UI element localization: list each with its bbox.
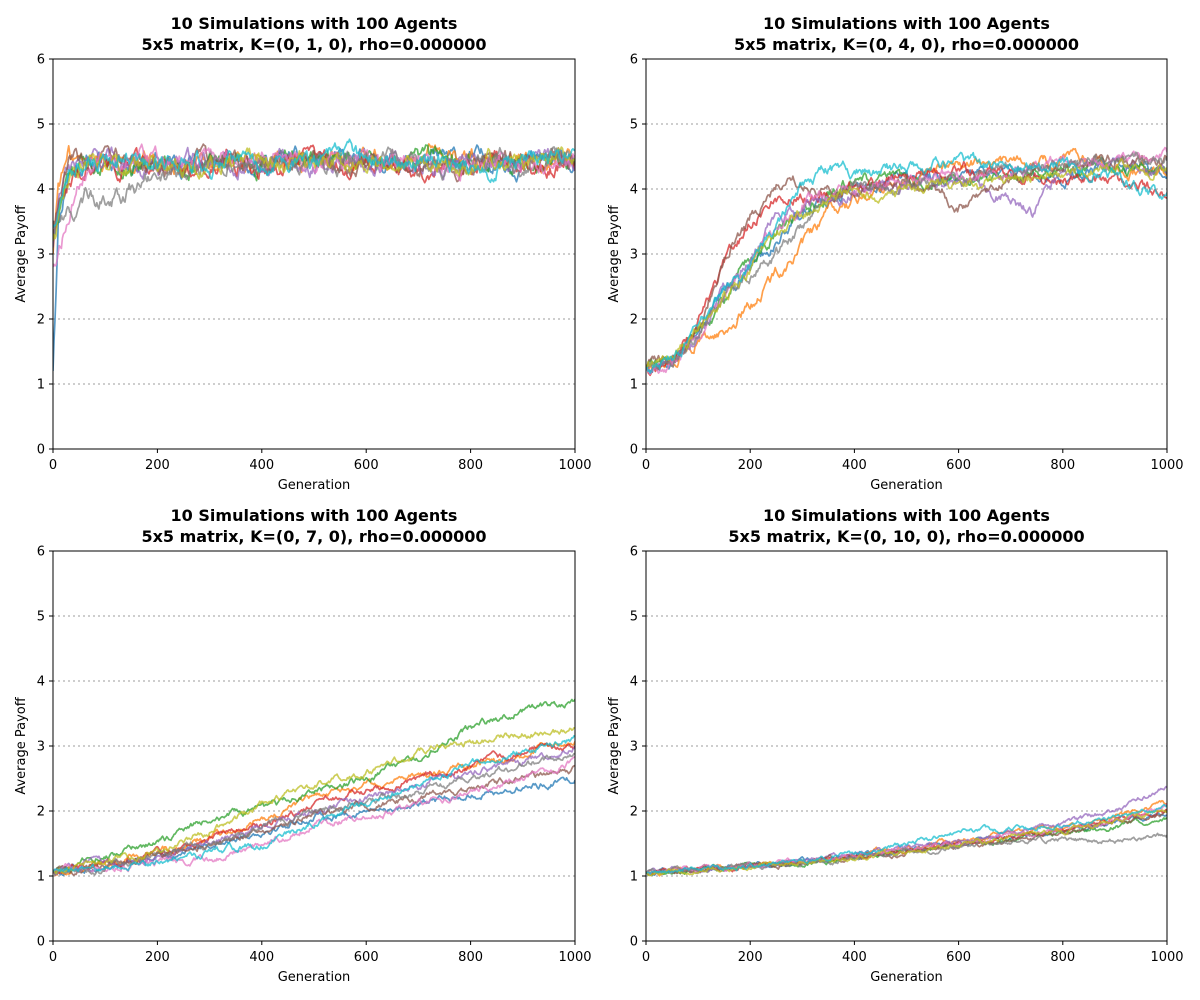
chart-subtitle: 5x5 matrix, K=(0, 1, 0), rho=0.000000	[141, 35, 486, 54]
y-tick-label: 6	[630, 545, 638, 560]
y-tick-label: 0	[37, 443, 45, 458]
y-tick-label: 1	[630, 378, 638, 393]
series-line-4	[646, 160, 1167, 377]
series-line-10	[53, 138, 575, 229]
x-tick-label: 600	[946, 458, 971, 473]
y-tick-label: 4	[37, 183, 45, 198]
x-tick-label: 200	[145, 458, 170, 473]
x-tick-label: 800	[458, 458, 483, 473]
x-tick-label: 400	[842, 458, 867, 473]
series-line-3	[53, 698, 575, 874]
y-tick-label: 3	[37, 248, 45, 263]
x-tick-label: 0	[49, 950, 57, 965]
series-group	[646, 146, 1167, 377]
y-tick-label: 4	[37, 675, 45, 690]
x-tick-label: 1000	[558, 950, 591, 965]
y-tick-label: 4	[630, 675, 638, 690]
x-tick-label: 0	[642, 458, 650, 473]
x-tick-label: 600	[354, 950, 379, 965]
y-tick-label: 5	[630, 610, 638, 625]
x-tick-label: 1000	[1150, 950, 1183, 965]
y-tick-label: 2	[37, 805, 45, 820]
series-group	[646, 785, 1167, 877]
y-axis-label: Average Payoff	[14, 204, 29, 302]
y-tick-label: 1	[37, 378, 45, 393]
y-tick-label: 6	[37, 545, 45, 560]
x-tick-label: 200	[145, 950, 170, 965]
y-tick-label: 3	[630, 248, 638, 263]
y-tick-label: 1	[37, 870, 45, 885]
chart-subtitle: 5x5 matrix, K=(0, 7, 0), rho=0.000000	[141, 527, 486, 546]
y-tick-label: 5	[37, 610, 45, 625]
series-line-10	[646, 151, 1167, 375]
series-line-4	[646, 808, 1167, 876]
y-axis-label: Average Payoff	[14, 696, 29, 794]
chart-subtitle: 5x5 matrix, K=(0, 4, 0), rho=0.000000	[734, 35, 1079, 54]
x-tick-label: 600	[946, 950, 971, 965]
y-tick-label: 4	[630, 183, 638, 198]
x-axis-label: Generation	[278, 970, 351, 985]
x-tick-label: 800	[1050, 458, 1075, 473]
y-tick-label: 0	[37, 935, 45, 950]
series-line-10	[53, 735, 575, 873]
y-tick-label: 0	[630, 443, 638, 458]
y-axis-label: Average Payoff	[607, 696, 622, 794]
x-tick-label: 1000	[1150, 458, 1183, 473]
chart-title: 10 Simulations with 100 Agents	[171, 506, 458, 525]
series-line-9	[53, 146, 575, 242]
x-axis-label: Generation	[870, 970, 943, 985]
series-group	[53, 138, 575, 372]
y-tick-label: 0	[630, 935, 638, 950]
series-line-8	[646, 832, 1167, 874]
series-line-8	[53, 752, 575, 876]
x-tick-label: 200	[738, 950, 763, 965]
x-tick-label: 400	[249, 950, 274, 965]
x-tick-label: 800	[1050, 950, 1075, 965]
series-line-10	[646, 803, 1167, 875]
chart-panel-3: 10 Simulations with 100 Agents 5x5 matrix…	[14, 506, 592, 985]
chart-title: 10 Simulations with 100 Agents	[763, 506, 1050, 525]
y-tick-label: 3	[630, 740, 638, 755]
x-tick-label: 800	[458, 950, 483, 965]
y-tick-label: 2	[37, 313, 45, 328]
chart-title: 10 Simulations with 100 Agents	[171, 14, 458, 33]
x-tick-label: 1000	[558, 458, 591, 473]
x-tick-label: 400	[842, 950, 867, 965]
series-group	[53, 698, 575, 877]
chart-panel-2: 10 Simulations with 100 Agents 5x5 matrix…	[607, 14, 1184, 493]
y-tick-label: 6	[630, 53, 638, 68]
y-tick-label: 5	[630, 118, 638, 133]
chart-panel-1: 10 Simulations with 100 Agents 5x5 matrix…	[14, 14, 592, 493]
y-tick-label: 5	[37, 118, 45, 133]
y-axis-label: Average Payoff	[607, 204, 622, 302]
x-tick-label: 400	[249, 458, 274, 473]
y-tick-label: 2	[630, 805, 638, 820]
x-axis-label: Generation	[870, 478, 943, 493]
x-tick-label: 600	[354, 458, 379, 473]
chart-subtitle: 5x5 matrix, K=(0, 10, 0), rho=0.000000	[728, 527, 1084, 546]
series-line-9	[646, 809, 1167, 877]
x-axis-label: Generation	[278, 478, 351, 493]
y-tick-label: 2	[630, 313, 638, 328]
x-tick-label: 0	[642, 950, 650, 965]
series-line-6	[646, 809, 1167, 876]
series-line-9	[53, 726, 575, 875]
y-tick-label: 6	[37, 53, 45, 68]
series-line-1	[646, 157, 1167, 374]
series-line-8	[646, 151, 1167, 371]
y-tick-label: 3	[37, 740, 45, 755]
series-line-9	[646, 157, 1167, 369]
chart-title: 10 Simulations with 100 Agents	[763, 14, 1050, 33]
x-tick-label: 0	[49, 458, 57, 473]
chart-panel-4: 10 Simulations with 100 Agents 5x5 matrix…	[607, 506, 1184, 985]
series-line-2	[646, 799, 1167, 877]
y-tick-label: 1	[630, 870, 638, 885]
x-tick-label: 200	[738, 458, 763, 473]
